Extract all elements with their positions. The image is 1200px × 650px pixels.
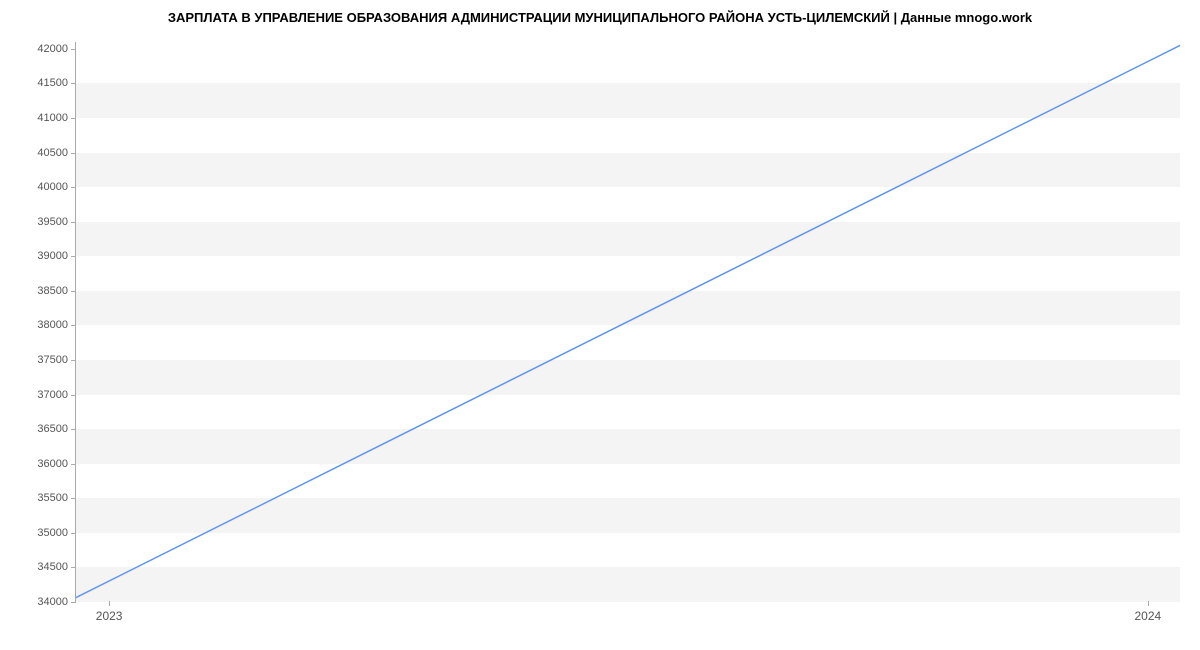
- chart-plot-area: 3400034500350003550036000365003700037500…: [75, 42, 1180, 602]
- y-tick-label: 37000: [37, 389, 68, 401]
- y-tick-label: 35000: [37, 527, 68, 539]
- line-series: [76, 42, 1180, 601]
- y-tick-label: 39000: [37, 250, 68, 262]
- y-tick-label: 42000: [37, 43, 68, 55]
- plot-region: 3400034500350003550036000365003700037500…: [75, 42, 1180, 602]
- y-tick-mark: [71, 602, 76, 603]
- y-tick-label: 34000: [37, 596, 68, 608]
- x-tick-mark: [1148, 601, 1149, 606]
- x-tick-label: 2023: [96, 609, 123, 623]
- y-tick-label: 41000: [37, 112, 68, 124]
- y-tick-label: 35500: [37, 492, 68, 504]
- y-tick-label: 36500: [37, 423, 68, 435]
- y-tick-label: 40000: [37, 181, 68, 193]
- x-tick-label: 2024: [1134, 609, 1161, 623]
- y-tick-label: 37500: [37, 354, 68, 366]
- y-tick-label: 38500: [37, 285, 68, 297]
- y-tick-label: 34500: [37, 561, 68, 573]
- y-tick-label: 38000: [37, 319, 68, 331]
- chart-title: ЗАРПЛАТА В УПРАВЛЕНИЕ ОБРАЗОВАНИЯ АДМИНИ…: [0, 0, 1200, 25]
- y-tick-label: 40500: [37, 147, 68, 159]
- y-tick-label: 41500: [37, 77, 68, 89]
- y-tick-label: 36000: [37, 458, 68, 470]
- x-tick-mark: [109, 601, 110, 606]
- y-tick-label: 39500: [37, 216, 68, 228]
